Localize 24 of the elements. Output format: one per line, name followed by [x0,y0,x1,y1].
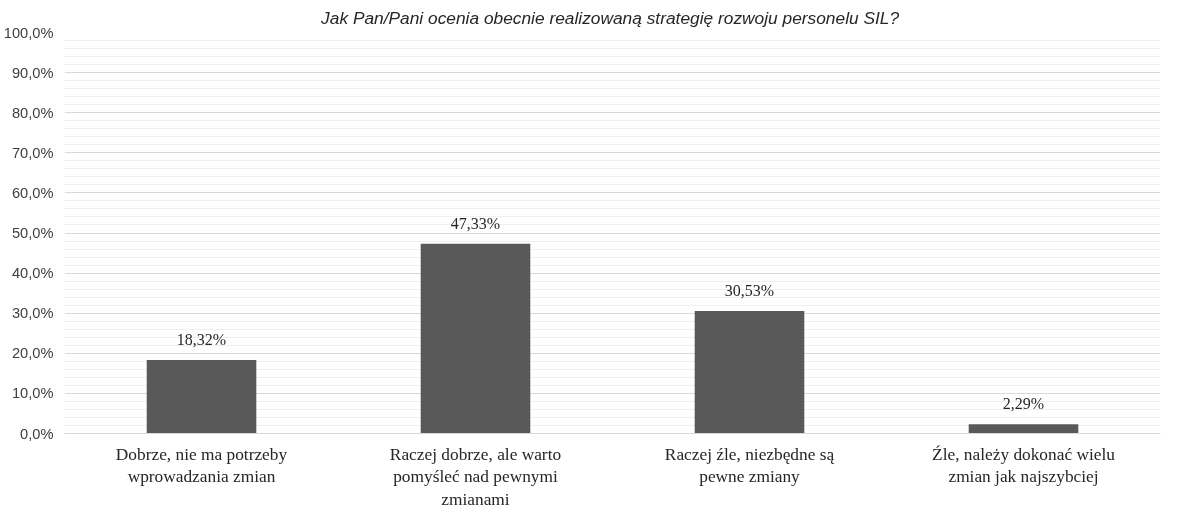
y-tick-label: 70,0% [11,144,54,161]
y-tick-label: 30,0% [11,305,54,322]
y-tick-label: 80,0% [11,104,54,121]
data-label: 2,29% [1002,395,1045,413]
x-tick-label: Dobrze, nie ma potrzeby wprowadzania zmian [115,444,288,487]
data-label: 30,53% [724,282,775,300]
bar [146,360,257,434]
y-tick-label: 60,0% [11,184,54,201]
y-tick-label: 0,0% [20,425,54,442]
x-tick-label: Źle, należy dokonać wielu zmian jak najszybciej [932,444,1116,487]
y-tick-label: 90,0% [11,64,54,81]
y-tick-label: 50,0% [11,225,54,241]
y-tick-label: 40,0% [11,265,54,282]
bar [968,424,1079,434]
chart-title: Jak Pan/Pani ocenia obecnie realizowaną strategię rozwoju personelu SIL? [320,7,900,28]
data-label: 18,32% [176,331,227,349]
bar [694,311,805,434]
y-tick-label: 100,0% [3,24,54,41]
x-tick-label: Raczej dobrze, ale warto pomyśleć nad pewnymi zmianami [389,444,562,510]
y-tick-label: 20,0% [11,345,54,362]
x-tick-label: Raczej źle, niezbędne są pewne zmiany [664,444,835,487]
data-label: 47,33% [450,214,501,232]
y-tick-label: 10,0% [11,385,54,402]
bar [420,243,531,434]
